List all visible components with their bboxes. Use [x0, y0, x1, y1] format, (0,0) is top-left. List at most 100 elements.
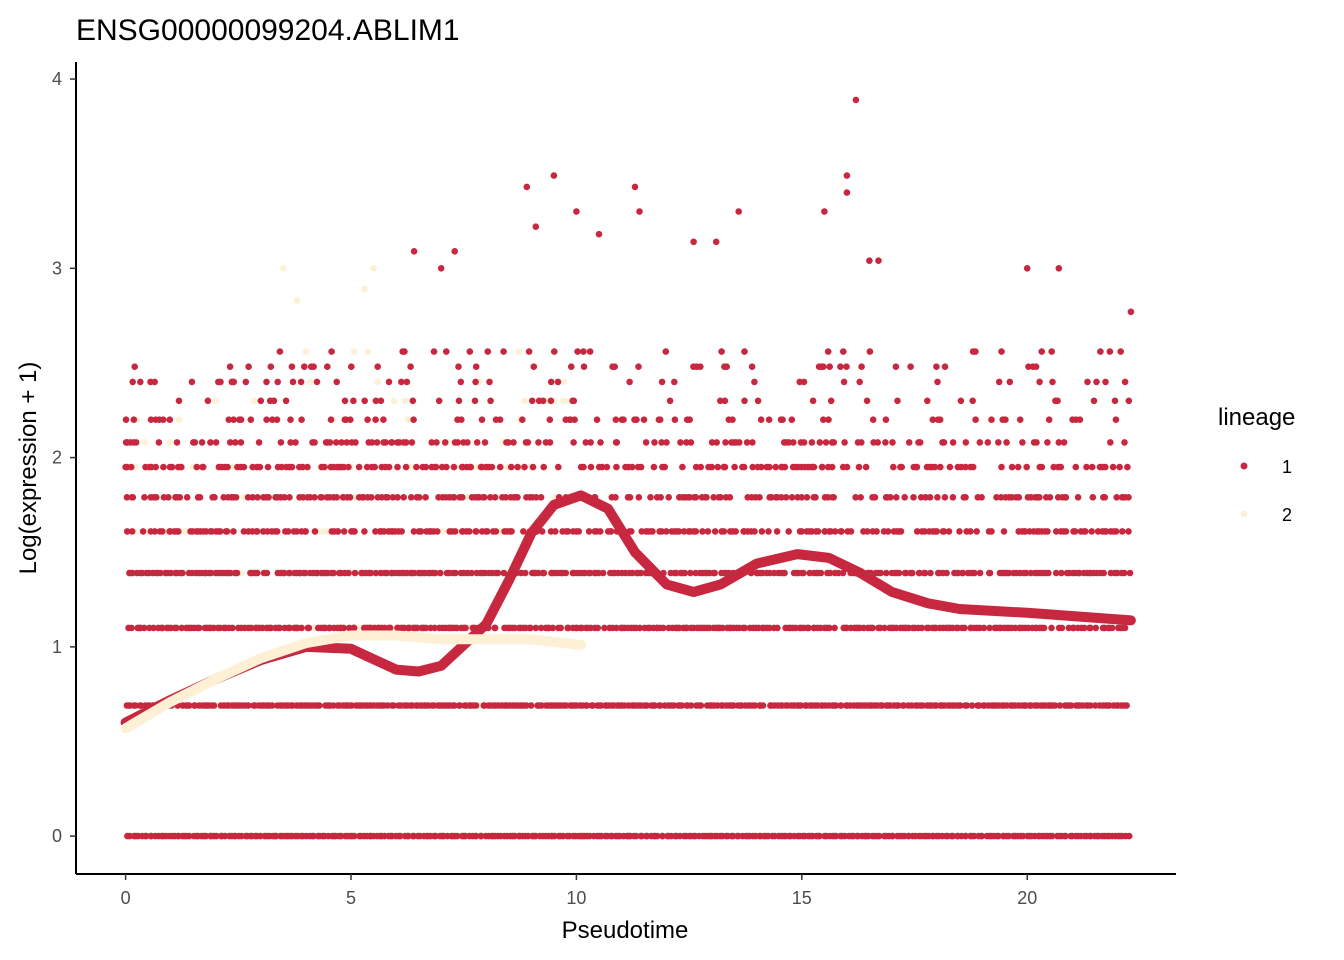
data-point — [213, 832, 220, 840]
data-point — [933, 363, 940, 371]
data-point — [340, 624, 348, 632]
data-point — [178, 624, 186, 632]
data-point — [798, 528, 805, 535]
data-point — [1081, 624, 1088, 632]
data-point — [268, 702, 276, 709]
data-point — [1049, 378, 1056, 386]
data-point — [887, 494, 894, 501]
data-point — [1109, 463, 1117, 471]
data-point — [827, 397, 835, 405]
data-point — [132, 702, 139, 709]
data-point — [580, 463, 587, 471]
data-point — [1062, 494, 1070, 501]
data-point — [820, 363, 827, 371]
x-tick-label: 15 — [792, 888, 812, 908]
data-point — [226, 439, 234, 446]
data-point — [759, 702, 767, 709]
data-point — [718, 348, 725, 355]
data-point — [1019, 439, 1026, 446]
y-axis-title: Log(expression + 1) — [15, 362, 42, 575]
data-point — [968, 702, 976, 709]
data-point — [527, 702, 535, 709]
data-point — [843, 189, 851, 196]
data-point — [642, 439, 650, 446]
data-point — [772, 463, 779, 471]
data-point — [466, 348, 474, 355]
data-point — [998, 463, 1005, 471]
data-point — [292, 439, 299, 446]
data-point — [463, 494, 471, 501]
data-point — [564, 528, 572, 535]
data-point — [790, 439, 797, 446]
data-point — [188, 378, 196, 386]
data-point — [840, 378, 848, 386]
data-point — [1087, 624, 1094, 632]
data-point — [937, 463, 944, 471]
data-point — [211, 494, 218, 501]
data-point — [173, 439, 181, 446]
data-point — [122, 463, 129, 471]
data-point — [302, 569, 309, 577]
data-point — [372, 569, 380, 577]
data-point — [355, 463, 363, 471]
data-point — [788, 494, 796, 501]
data-point — [934, 494, 941, 501]
data-point — [1108, 624, 1116, 632]
data-point — [657, 494, 664, 501]
data-point — [830, 439, 838, 446]
data-point — [637, 569, 645, 577]
data-point — [293, 528, 301, 535]
data-point — [404, 416, 412, 424]
data-point — [371, 463, 379, 471]
data-point — [539, 397, 547, 405]
data-point — [889, 439, 896, 446]
data-point — [367, 569, 375, 577]
data-point — [230, 528, 237, 535]
data-point — [635, 494, 643, 501]
data-point — [142, 832, 150, 840]
data-point — [659, 832, 666, 840]
data-point — [245, 702, 252, 709]
data-point — [969, 463, 977, 471]
data-point — [580, 363, 588, 371]
data-point — [647, 494, 654, 501]
data-point — [459, 494, 466, 501]
data-point — [224, 463, 231, 471]
data-point — [408, 463, 416, 471]
data-point — [466, 528, 473, 535]
data-point — [255, 439, 263, 446]
data-point — [350, 624, 358, 632]
data-point — [520, 528, 527, 535]
data-point — [240, 528, 248, 535]
data-point — [895, 569, 903, 577]
data-point — [571, 416, 578, 424]
data-point — [401, 348, 408, 355]
data-point — [840, 348, 847, 355]
data-point — [843, 463, 851, 471]
data-point — [1000, 528, 1008, 535]
data-point — [522, 702, 530, 709]
data-point — [805, 624, 812, 632]
data-point — [514, 463, 521, 471]
data-point — [232, 439, 239, 446]
data-point — [385, 463, 393, 471]
data-point — [729, 416, 736, 424]
data-point — [721, 397, 729, 405]
data-point — [137, 378, 144, 386]
data-point — [798, 494, 805, 501]
data-point — [196, 494, 204, 501]
data-point — [153, 494, 160, 501]
data-point — [468, 569, 475, 577]
data-point — [1036, 494, 1043, 501]
data-point — [969, 397, 976, 405]
data-point — [593, 416, 601, 424]
data-point — [945, 528, 953, 535]
data-point — [247, 416, 255, 424]
data-point — [508, 528, 515, 535]
data-point — [345, 569, 352, 577]
data-point — [697, 702, 705, 709]
legend-title: lineage — [1218, 404, 1295, 431]
data-point — [873, 528, 880, 535]
data-point — [649, 528, 656, 535]
data-point — [699, 528, 706, 535]
